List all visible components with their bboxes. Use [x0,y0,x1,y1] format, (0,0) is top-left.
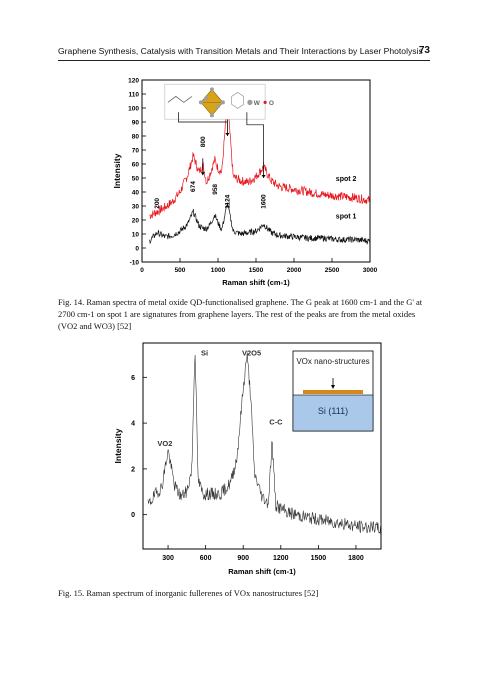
y-tick-label: 50 [132,176,140,183]
arrow-head [200,172,205,176]
x-tick-label: 1000 [211,267,226,274]
figure-14: -10 0 10 20 30 40 50 60 70 80 90 100 110 120 0 500 1000 1… [100,72,390,290]
bracket-line [178,112,228,123]
arrow-head [225,133,230,136]
atom-icon [198,100,203,105]
y-tick-label: 110 [129,92,140,99]
x-axis-label: Raman shift (cm-1) [228,567,296,576]
si-substrate [292,394,374,432]
x-tick-label: 900 [237,555,249,562]
running-header-title: Graphene Synthesis, Catalysis with Trans… [58,46,423,56]
peak-label: 674 [190,181,197,192]
x-tick-label: 600 [200,555,212,562]
arrow-head [261,175,266,178]
x-tick-label: 0 [140,267,144,274]
peak-annotation-si: Si [201,349,208,358]
peak-label: 1600 [261,194,268,209]
atom-icon [215,104,220,109]
peak-annotation-c-c: C-C [269,417,283,426]
series-line-spot-1 [149,202,371,245]
tungsten-legend-label: W [254,100,261,107]
peak-label: 800 [200,136,207,147]
y-axis-label: Intensity [112,153,122,188]
x-tick-label: 1800 [348,555,364,562]
y-tick-label: 120 [128,78,139,85]
atom-icon [209,113,214,118]
y-tick-label: 30 [132,204,140,211]
y-tick-label: 100 [128,106,139,113]
series-line-spot-2 [149,101,371,219]
carbon-chain-icon [167,95,193,103]
x-tick-label: 500 [175,267,186,274]
inset-arrow-head [331,385,335,389]
x-tick-label: 2000 [287,267,302,274]
inset-schematic: VOx nano-structures Si (111) [292,350,374,432]
y-tick-label: 60 [132,162,140,169]
y-tick-label: 0 [135,246,139,253]
y-tick-label: 0 [131,512,135,519]
figure-15: 0 2 4 6 300 600 900 1200 1500 1800 Raman shift (cm… [103,337,393,583]
running-header: Graphene Synthesis, Catalysis with Trans… [58,45,430,60]
x-axis-label: Raman shift (cm-1) [222,278,290,287]
peak-label: 1124 [224,194,231,208]
header-rule [58,60,430,61]
y-tick-label: 10 [132,232,140,239]
tungsten-legend-icon [247,99,253,105]
y-tick-label: 6 [131,375,135,382]
y-tick-label: 70 [132,148,140,155]
figure-15-caption: Fig. 15. Raman spectrum of inorganic ful… [58,588,319,598]
page-number: 73 [418,45,430,56]
peak-annotation-vo2: VO2 [157,439,172,448]
spot-1-label: spot 1 [336,214,357,221]
figure-15-chart: 0 2 4 6 300 600 900 1200 1500 1800 Raman shift (cm… [113,342,382,576]
figure-14-caption: Fig. 14. Raman spectra of metal oxide QD… [58,297,423,331]
plot-frame [142,342,382,550]
vox-film-layer [303,390,363,394]
y-tick-label: 20 [132,218,140,225]
spot-2-label: spot 2 [336,176,357,183]
x-tick-label: 1500 [311,555,327,562]
peak-label: 958 [212,184,219,195]
y-tick-label: 4 [131,421,135,428]
atom-icon [203,96,208,101]
x-tick-label: 300 [162,555,174,562]
y-tick-label: 40 [132,190,140,197]
x-tick-label: 1500 [249,267,264,274]
oxygen-legend-label: O [269,100,274,107]
x-tick-label: 3000 [363,267,378,274]
y-tick-label: -10 [130,260,140,267]
atom-icon [209,87,214,92]
y-tick-label: 90 [132,120,140,127]
atom-icon [220,100,225,105]
spectrum-line [147,352,382,535]
y-axis-label: Intensity [113,428,123,463]
bracket-line [246,112,264,162]
inset-label-line-1: VOx nano-structures [296,357,369,366]
peak-label: 200 [154,198,161,209]
oxygen-legend-icon [263,100,267,104]
x-tick-label: 1200 [273,555,289,562]
x-tick-label: 2500 [325,267,340,274]
substrate-label: Si (111) [318,406,348,416]
peak-annotation-v2o5: V2O5 [242,349,261,358]
y-tick-label: 80 [132,134,140,141]
hexagon-ring-icon [231,92,244,109]
y-tick-label: 2 [131,466,135,473]
